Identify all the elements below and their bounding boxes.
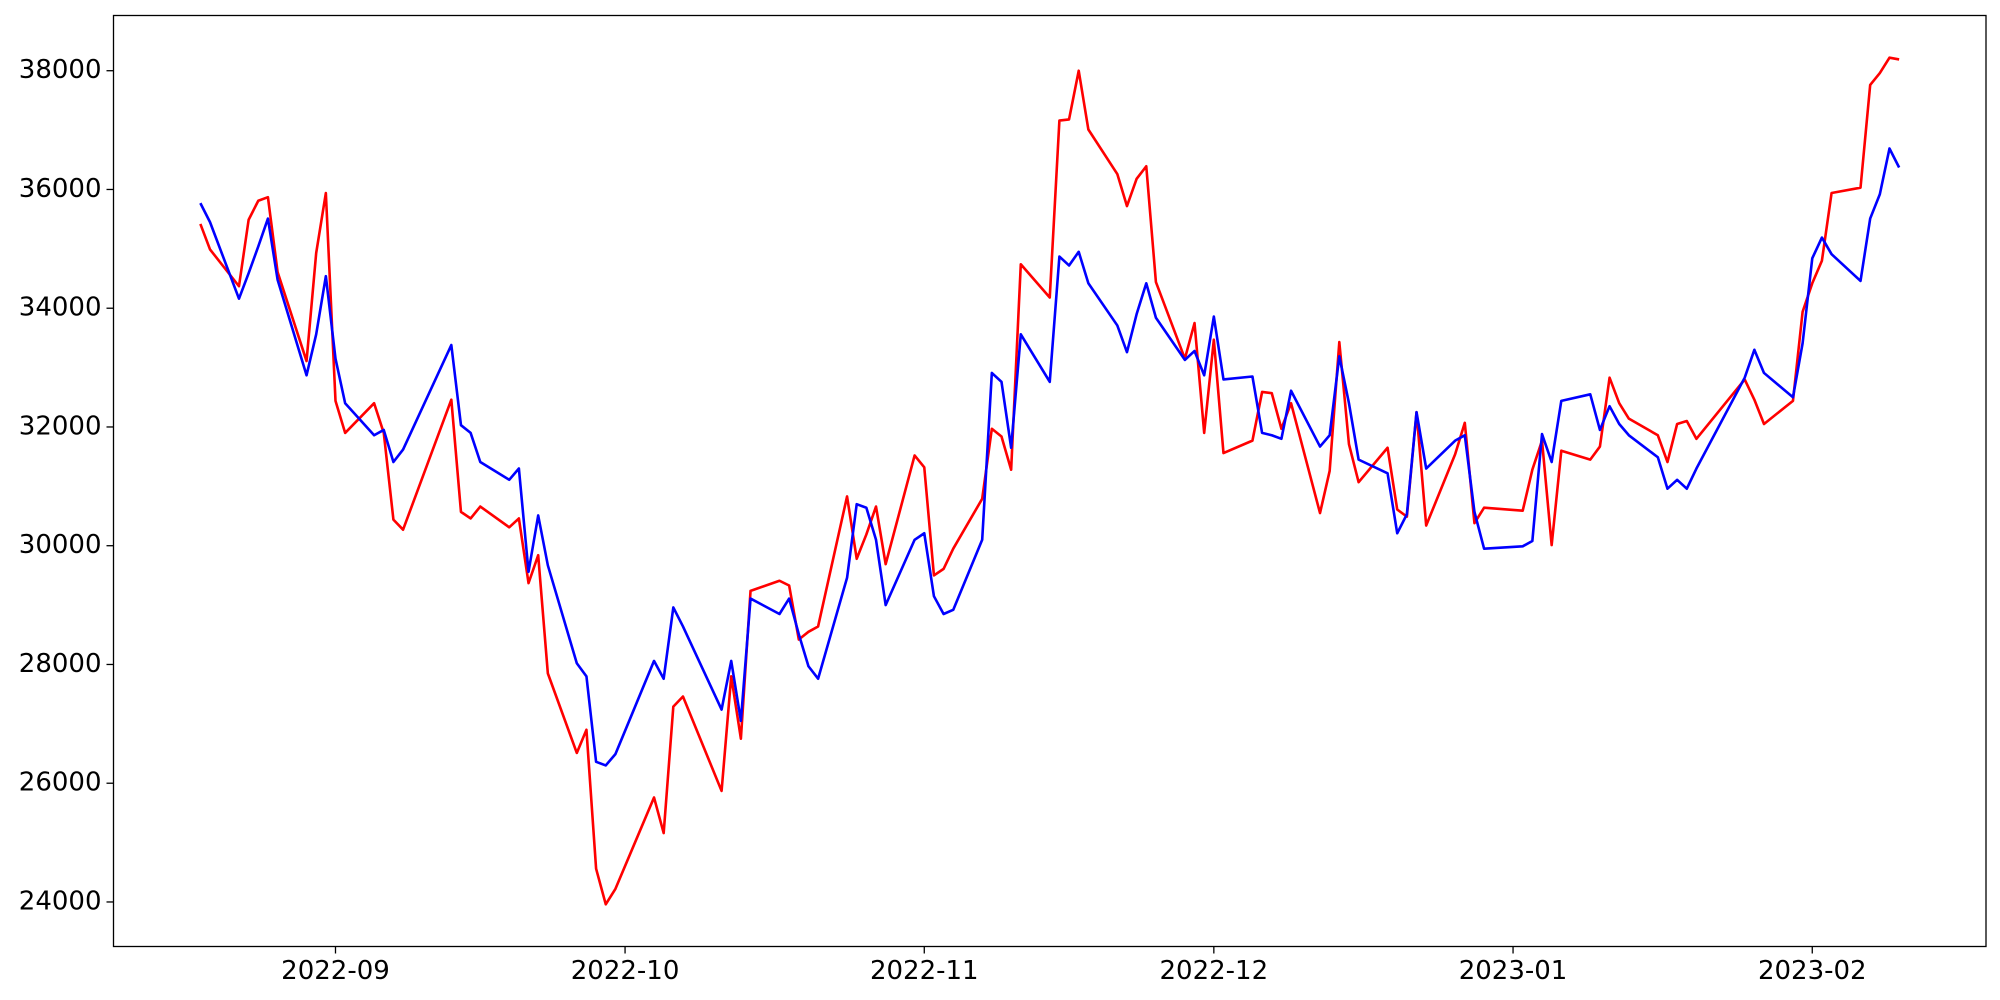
- y-tick-label: 28000: [19, 649, 102, 679]
- series-line: [199, 56, 1900, 906]
- y-tick-label: 38000: [19, 55, 102, 85]
- x-tick-label: 2022-09: [281, 956, 390, 986]
- x-tick-label: 2023-02: [1758, 956, 1867, 986]
- y-tick-label: 24000: [19, 886, 102, 916]
- x-tick-label: 2022-11: [870, 956, 979, 986]
- y-tick-label: 36000: [19, 174, 102, 204]
- series-line: [199, 147, 1901, 767]
- plot-frame: [112, 14, 1987, 948]
- y-tick-label: 32000: [19, 411, 102, 441]
- x-tick-label: 2022-10: [571, 956, 680, 986]
- x-tick-label: 2023-01: [1459, 956, 1568, 986]
- y-tick-label: 26000: [19, 768, 102, 798]
- x-tick-label: 2022-12: [1160, 956, 1269, 986]
- y-tick-label: 30000: [19, 530, 102, 560]
- y-tick-label: 34000: [19, 293, 102, 323]
